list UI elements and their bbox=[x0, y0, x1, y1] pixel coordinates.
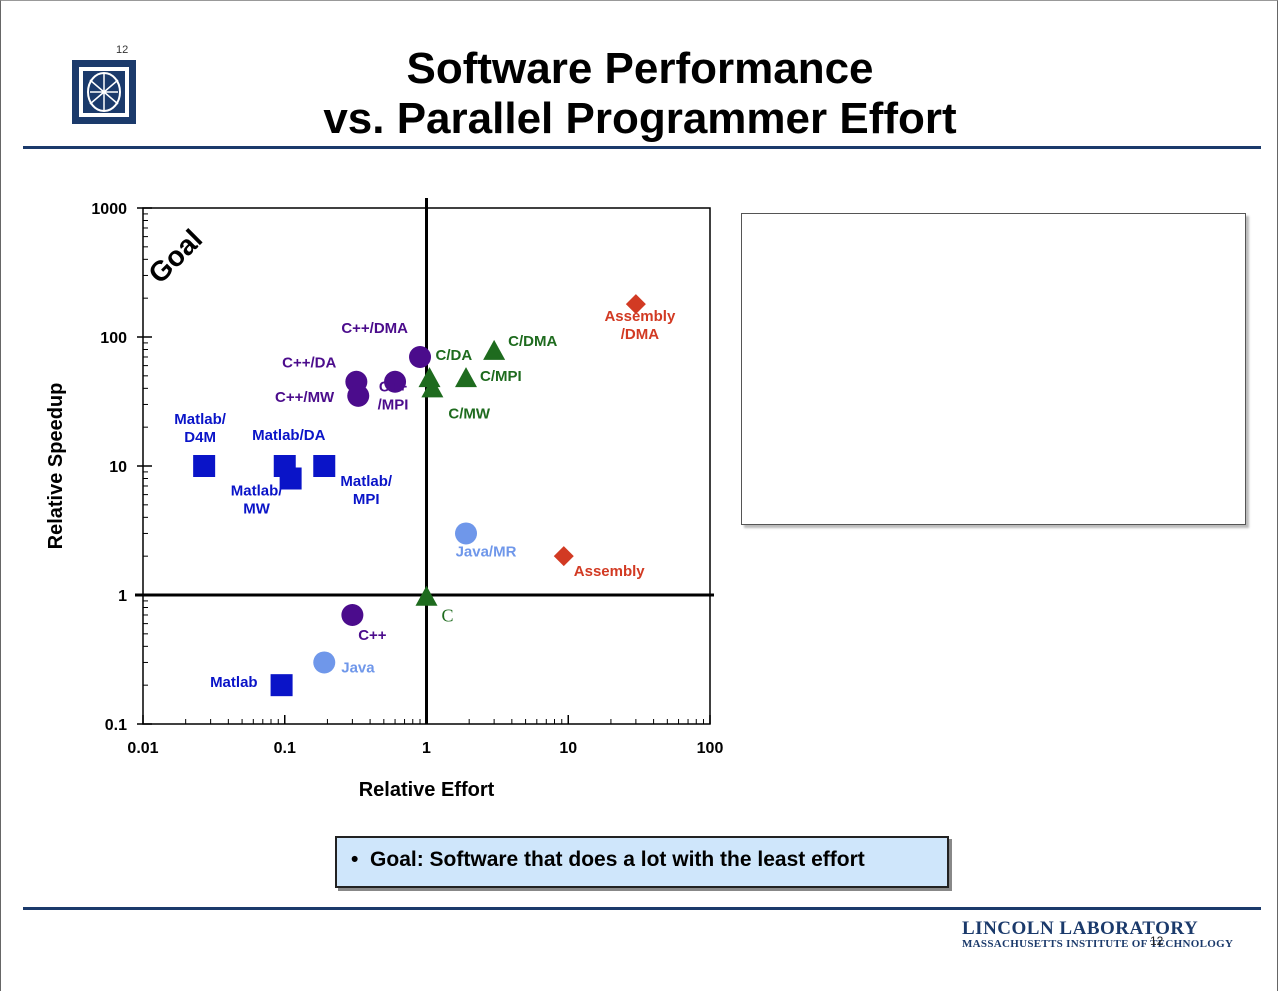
point-matlab-square bbox=[270, 674, 293, 697]
point-c-dma-circle bbox=[409, 345, 432, 368]
point-c-circle bbox=[341, 603, 364, 626]
point-label: /DMA bbox=[621, 326, 659, 343]
point-assembly-diamond bbox=[553, 546, 574, 567]
point-label: Java/MR bbox=[456, 543, 517, 560]
slide-title-line-1: Software Performance bbox=[406, 44, 874, 93]
point-label: /MPI bbox=[378, 397, 409, 414]
y-axis-label: Relative Speedup bbox=[45, 383, 67, 550]
point-c-mw-triangle bbox=[421, 377, 444, 398]
y-tick-label: 10 bbox=[109, 459, 127, 476]
x-axis-label: Relative Effort bbox=[359, 779, 495, 801]
point-label: MW bbox=[243, 501, 270, 518]
point-label: Matlab/ bbox=[231, 483, 284, 500]
point-label: C/DA bbox=[436, 347, 473, 364]
goal-note-box: • Goal: Software that does a lot with th… bbox=[335, 836, 949, 888]
point-label: Matlab bbox=[210, 674, 258, 691]
point-label: Assembly bbox=[574, 563, 646, 580]
point-c-dma-triangle bbox=[483, 339, 506, 360]
point-label: Matlab/DA bbox=[252, 427, 326, 444]
point-c-mw-circle bbox=[347, 384, 370, 407]
point-label: C bbox=[442, 606, 454, 626]
goal-note-text: • Goal: Software that does a lot with th… bbox=[351, 848, 865, 871]
point-label: Matlab/ bbox=[174, 411, 227, 428]
point-c-triangle bbox=[415, 585, 438, 606]
footer-divider bbox=[23, 907, 1261, 910]
x-tick-label: 1 bbox=[422, 740, 431, 757]
point-matlab-mpi-square bbox=[313, 455, 336, 477]
legend-panel bbox=[741, 213, 1246, 525]
point-label: Matlab/ bbox=[340, 473, 393, 490]
lab-subtitle: MASSACHUSETTS INSTITUTE OF TECHNOLOGY bbox=[962, 938, 1234, 950]
point-java-circle bbox=[313, 651, 336, 674]
point-label: C++/MW bbox=[275, 389, 335, 406]
goal-label: Goal bbox=[142, 223, 208, 289]
point-label: D4M bbox=[184, 429, 216, 446]
point-label: Java bbox=[341, 659, 375, 676]
point-label: C/DMA bbox=[508, 333, 557, 350]
point-assembly-dma-diamond bbox=[625, 294, 646, 315]
point-java-mr-circle bbox=[455, 522, 478, 545]
y-tick-label: 1 bbox=[118, 588, 127, 605]
point-c-da-triangle bbox=[418, 367, 441, 388]
title-divider bbox=[23, 146, 1261, 149]
x-tick-label: 0.1 bbox=[274, 740, 296, 757]
y-tick-label: 1000 bbox=[91, 201, 127, 218]
point-label: C/MPI bbox=[480, 368, 522, 385]
mit-ll-logo-icon bbox=[72, 60, 136, 124]
point-label: C++ bbox=[358, 627, 387, 644]
point-c-mpi-circle bbox=[384, 370, 407, 393]
point-label: Assembly bbox=[604, 308, 676, 325]
point-label: C/MW bbox=[448, 405, 490, 422]
slide-number-top: 12 bbox=[116, 44, 129, 56]
slide-title-line-2: vs. Parallel Programmer Effort bbox=[323, 94, 957, 143]
point-label: C++ bbox=[379, 379, 408, 396]
goal-note-label: Goal: Software that does a lot with the … bbox=[370, 848, 865, 871]
slide-number-bottom: 12 bbox=[1150, 934, 1164, 948]
point-matlab-d4m-square bbox=[193, 455, 216, 477]
lab-name: LINCOLN LABORATORY bbox=[962, 918, 1199, 939]
x-tick-label: 100 bbox=[697, 740, 724, 757]
y-tick-label: 0.1 bbox=[105, 717, 127, 734]
point-label: MPI bbox=[353, 491, 380, 508]
y-tick-label: 100 bbox=[100, 330, 127, 347]
point-label: C++/DA bbox=[282, 355, 336, 372]
point-c-mpi-triangle bbox=[455, 367, 478, 388]
point-matlab-mw-square bbox=[279, 467, 302, 490]
x-tick-label: 0.01 bbox=[127, 740, 158, 757]
point-label: C++/DMA bbox=[341, 320, 408, 337]
x-tick-label: 10 bbox=[559, 740, 577, 757]
